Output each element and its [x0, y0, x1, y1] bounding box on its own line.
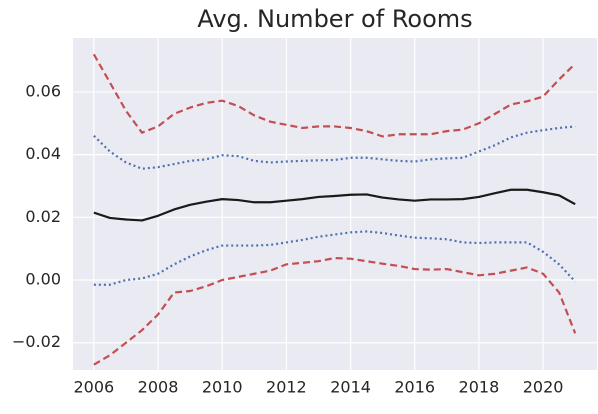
- line: [93, 188, 576, 222]
- plot-area: [73, 38, 597, 370]
- x-tick-label: 2008: [138, 378, 179, 397]
- line: [93, 125, 576, 170]
- y-tick-label: 0.00: [25, 270, 61, 289]
- x-tick-label: 2012: [266, 378, 307, 397]
- y-tick-label: 0.04: [25, 144, 61, 163]
- x-tick-label: 2014: [330, 378, 371, 397]
- line: [93, 256, 577, 366]
- line: [93, 230, 576, 286]
- x-tick-label: 2010: [202, 378, 243, 397]
- y-tick-label: 0.02: [25, 207, 61, 226]
- chart-title: Avg. Number of Rooms: [197, 5, 472, 33]
- y-tick-label: −0.02: [12, 332, 61, 351]
- x-tick-label: 2020: [523, 378, 564, 397]
- line: [92, 53, 576, 138]
- x-tick-label: 2018: [459, 378, 500, 397]
- x-tick-label: 2006: [73, 378, 114, 397]
- x-tick-label: 2016: [394, 378, 435, 397]
- y-tick-label: 0.06: [25, 81, 61, 100]
